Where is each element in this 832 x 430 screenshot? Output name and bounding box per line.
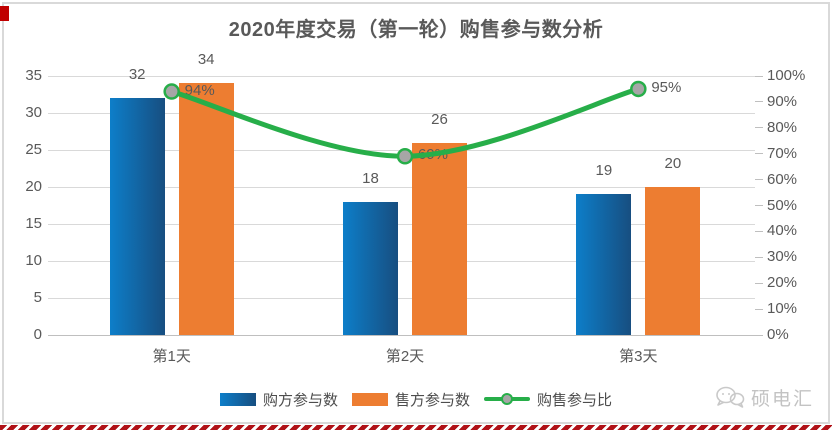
bar-value-label: 19 — [595, 162, 613, 180]
bar-seller-count — [178, 83, 234, 335]
bar-value-label: 18 — [362, 169, 379, 187]
right-axis-tick — [755, 308, 763, 310]
right-axis-tick-label: 60% — [767, 170, 798, 188]
right-axis-tick-label: 50% — [767, 196, 798, 214]
left-axis-tick-label: 20 — [25, 178, 42, 195]
right-axis-tick-label: 80% — [767, 118, 798, 136]
gridline — [48, 297, 755, 299]
legend-swatch-icon — [219, 392, 256, 406]
right-axis-tick — [755, 334, 763, 336]
legend-item-buyer: 购方参与数 — [219, 389, 338, 410]
right-axis-tick — [755, 230, 763, 232]
bar-value-label: 26 — [431, 110, 448, 128]
x-axis-line — [48, 334, 755, 336]
chat-bubbles-icon — [716, 386, 745, 408]
left-axis-tick-label: 30 — [25, 104, 42, 121]
right-axis-tick-label: 20% — [767, 274, 798, 292]
gridline — [48, 223, 755, 225]
legend: 购方参与数 售方参与数 购售参与比 — [0, 386, 832, 412]
right-axis-tick-label: 100% — [767, 67, 806, 84]
watermark: 硕电汇 — [715, 383, 814, 411]
legend-line-marker-icon — [484, 392, 530, 406]
chart-title: 2020年度交易（第一轮）购售参与数分析 — [228, 19, 604, 41]
x-axis-category-label: 第2天 — [385, 348, 425, 365]
gridline — [48, 186, 755, 188]
bar-seller-count — [412, 142, 467, 335]
right-axis-tick — [755, 179, 763, 181]
x-axis-category-label: 第3天 — [619, 348, 658, 365]
left-axis-tick-label: 10 — [25, 252, 42, 269]
bar-buyer-count — [576, 194, 632, 335]
bar-seller-count — [645, 187, 701, 335]
right-axis-tick — [755, 153, 763, 155]
right-axis-tick — [755, 282, 763, 284]
right-axis-tick-label: 30% — [767, 248, 798, 266]
ratio-point-label: 95% — [651, 78, 682, 96]
bar-buyer-count — [109, 98, 165, 335]
legend-item-ratio: 购售参与比 — [484, 389, 612, 410]
legend-label: 购售参与比 — [537, 391, 613, 409]
left-axis-tick-label: 35 — [25, 67, 42, 84]
x-axis-category-label: 第1天 — [152, 348, 191, 365]
legend-item-seller: 售方参与数 — [351, 389, 470, 410]
right-axis-tick-label: 40% — [767, 222, 798, 240]
red-corner-accent — [0, 6, 9, 21]
right-axis-tick-label: 90% — [767, 92, 798, 110]
right-axis-tick — [755, 205, 763, 206]
right-axis-tick — [755, 101, 763, 103]
bar-value-label: 34 — [197, 51, 215, 69]
right-axis-tick-label: 0% — [767, 326, 789, 343]
left-axis-tick-label: 0 — [33, 326, 42, 343]
left-axis-tick-label: 25 — [25, 141, 42, 158]
bar-value-label: 32 — [128, 66, 146, 84]
bar-buyer-count — [343, 201, 398, 335]
right-axis-tick-label: 10% — [767, 300, 798, 318]
left-axis-tick-label: 5 — [33, 289, 42, 306]
legend-label: 购方参与数 — [262, 391, 338, 409]
bottom-striped-ribbon — [0, 425, 832, 430]
right-axis-tick — [755, 127, 763, 129]
left-axis-tick-label: 15 — [25, 215, 42, 232]
ratio-point-label: 69% — [418, 146, 449, 164]
gridline — [48, 260, 755, 262]
watermark-brand-text: 硕电汇 — [750, 388, 814, 410]
bar-value-label: 20 — [664, 155, 682, 172]
legend-label: 售方参与数 — [394, 391, 470, 409]
ratio-point-label: 94% — [184, 81, 215, 99]
right-axis-tick-label: 70% — [767, 144, 798, 162]
legend-swatch-icon — [351, 392, 388, 406]
right-axis-tick — [755, 256, 763, 258]
right-axis-tick — [755, 75, 763, 77]
gridline — [48, 75, 755, 77]
